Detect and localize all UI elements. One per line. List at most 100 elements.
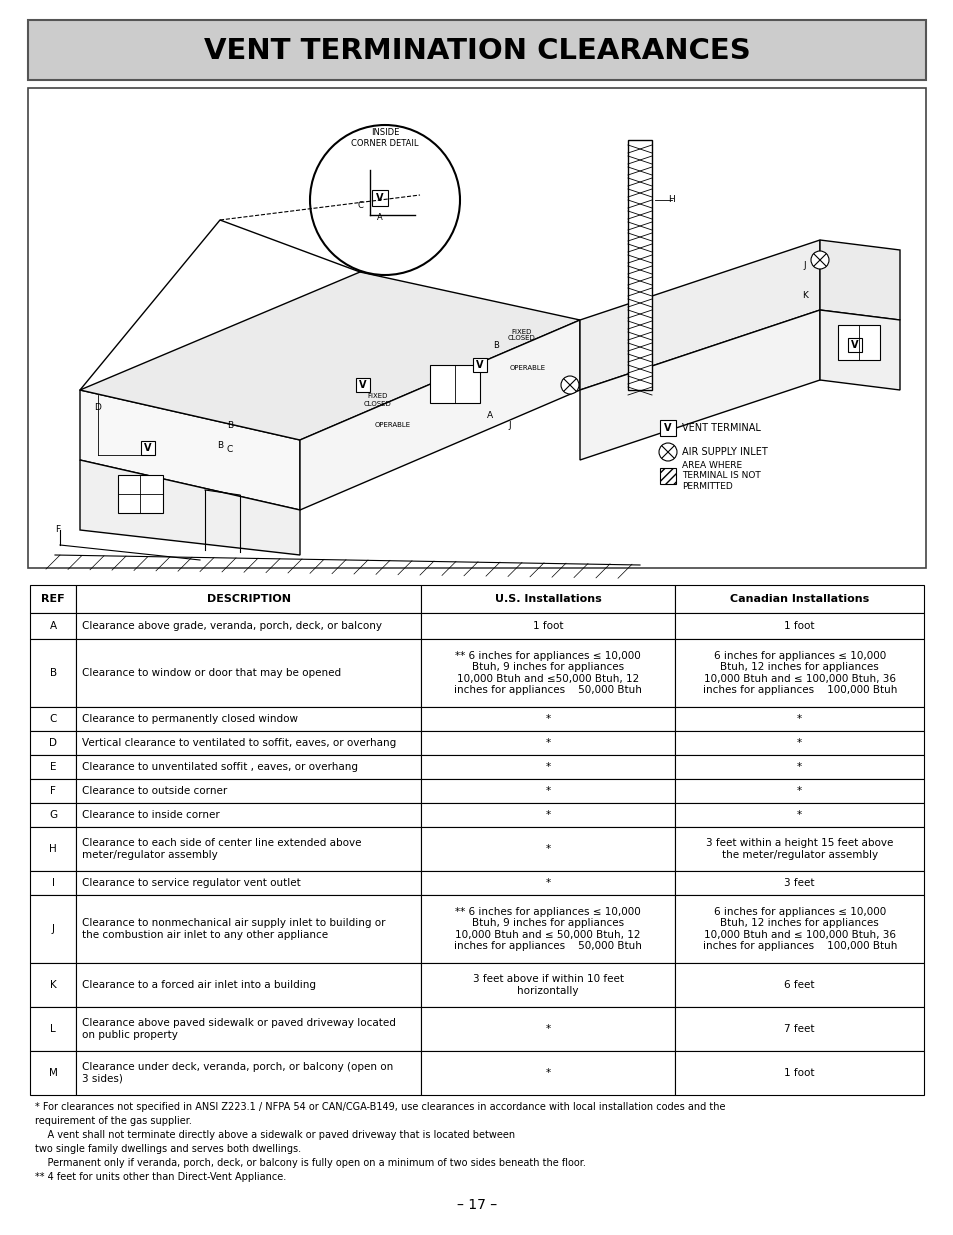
Bar (30, 585, 76, 613)
Text: 3 feet above if within 10 feet
horizontally: 3 feet above if within 10 feet horizonta… (472, 974, 623, 995)
Text: C: C (356, 200, 362, 210)
Bar (847, 338, 862, 352)
Polygon shape (820, 310, 899, 390)
Text: H: H (50, 844, 57, 853)
Polygon shape (299, 320, 579, 510)
Text: F: F (55, 526, 60, 535)
Text: U.S. Installations: U.S. Installations (495, 594, 600, 604)
Bar (76, 871, 420, 895)
Circle shape (810, 251, 828, 269)
Text: F: F (51, 785, 56, 797)
Text: Clearance to unventilated soffit , eaves, or overhang: Clearance to unventilated soffit , eaves… (82, 762, 358, 772)
Text: Clearance to nonmechanical air supply inlet to building or
the combustion air in: Clearance to nonmechanical air supply in… (82, 918, 386, 940)
Bar (420, 871, 675, 895)
Text: V: V (375, 193, 383, 203)
Text: Clearance above grade, veranda, porch, deck, or balcony: Clearance above grade, veranda, porch, d… (82, 621, 382, 631)
Polygon shape (579, 240, 820, 390)
Text: *: * (797, 739, 801, 748)
Bar (420, 585, 675, 613)
Polygon shape (80, 272, 579, 440)
Bar (76, 585, 420, 613)
Bar (28, 20, 925, 80)
Bar (76, 706, 420, 731)
Text: two single family dwellings and serves both dwellings.: two single family dwellings and serves b… (35, 1144, 301, 1153)
Text: *: * (545, 714, 550, 724)
Text: V: V (476, 359, 483, 370)
Polygon shape (80, 459, 299, 555)
Text: *: * (797, 714, 801, 724)
Bar (76, 1007, 420, 1051)
Bar (659, 468, 676, 484)
Bar (30, 895, 76, 963)
Text: Canadian Installations: Canadian Installations (729, 594, 868, 604)
Text: 6 inches for appliances ≤ 10,000
Btuh, 12 inches for appliances
10,000 Btuh and : 6 inches for appliances ≤ 10,000 Btuh, 1… (701, 651, 896, 695)
Text: ** 4 feet for units other than Direct-Vent Appliance.: ** 4 feet for units other than Direct-Ve… (35, 1172, 286, 1182)
Text: 3 feet: 3 feet (783, 878, 814, 888)
Bar (141, 441, 154, 454)
Text: AREA WHERE
TERMINAL IS NOT
PERMITTED: AREA WHERE TERMINAL IS NOT PERMITTED (681, 461, 760, 490)
Text: A: A (376, 214, 382, 222)
Bar (30, 1051, 76, 1095)
Text: Clearance to inside corner: Clearance to inside corner (82, 810, 220, 820)
Text: AIR SUPPLY INLET: AIR SUPPLY INLET (681, 447, 767, 457)
Text: V: V (359, 380, 366, 390)
Text: K: K (50, 981, 56, 990)
Text: Clearance above paved sidewalk or paved driveway located
on public property: Clearance above paved sidewalk or paved … (82, 1018, 395, 1040)
Text: 6 inches for appliances ≤ 10,000
Btuh, 12 inches for appliances
10,000 Btuh and : 6 inches for appliances ≤ 10,000 Btuh, 1… (701, 906, 896, 951)
Bar (675, 779, 923, 803)
Bar (420, 1051, 675, 1095)
Text: V: V (850, 340, 858, 350)
Text: *: * (545, 844, 550, 853)
Text: FIXED
CLOSED: FIXED CLOSED (364, 394, 392, 406)
Polygon shape (820, 240, 899, 320)
Bar (837, 325, 879, 359)
Bar (675, 827, 923, 871)
Bar (28, 88, 925, 568)
Bar (30, 1007, 76, 1051)
Bar (30, 755, 76, 779)
Bar (76, 827, 420, 871)
Bar (420, 803, 675, 827)
Text: Clearance to service regulator vent outlet: Clearance to service regulator vent outl… (82, 878, 301, 888)
Bar (30, 613, 76, 638)
Bar (675, 755, 923, 779)
Text: Clearance to outside corner: Clearance to outside corner (82, 785, 228, 797)
Bar (76, 895, 420, 963)
Text: Vertical clearance to ventilated to soffit, eaves, or overhang: Vertical clearance to ventilated to soff… (82, 739, 396, 748)
Bar (675, 706, 923, 731)
Bar (30, 803, 76, 827)
Text: 1 foot: 1 foot (533, 621, 562, 631)
Bar (627, 140, 651, 390)
Bar (118, 475, 163, 513)
Text: B: B (227, 420, 233, 430)
Text: D: D (94, 404, 101, 412)
Text: A: A (486, 410, 493, 420)
Bar (76, 803, 420, 827)
Text: 3 feet within a height 15 feet above
the meter/regulator assembly: 3 feet within a height 15 feet above the… (705, 839, 893, 860)
Text: REF: REF (41, 594, 65, 604)
Text: C: C (227, 446, 233, 454)
Text: Clearance to permanently closed window: Clearance to permanently closed window (82, 714, 298, 724)
Bar (76, 779, 420, 803)
Text: I: I (51, 878, 54, 888)
Text: DESCRIPTION: DESCRIPTION (207, 594, 291, 604)
Text: V: V (144, 443, 152, 453)
Circle shape (560, 375, 578, 394)
Text: 1 foot: 1 foot (783, 1068, 814, 1078)
Text: *: * (545, 785, 550, 797)
Text: VENT TERMINATION CLEARANCES: VENT TERMINATION CLEARANCES (203, 37, 750, 65)
Bar (420, 895, 675, 963)
Text: B: B (493, 341, 498, 350)
Text: L: L (51, 1024, 56, 1034)
Text: Clearance to window or door that may be opened: Clearance to window or door that may be … (82, 668, 341, 678)
Text: E: E (50, 762, 56, 772)
Bar (76, 963, 420, 1007)
Bar (30, 638, 76, 706)
Bar (76, 731, 420, 755)
Text: *: * (797, 810, 801, 820)
Text: *: * (545, 810, 550, 820)
Text: J: J (802, 261, 805, 269)
Text: *: * (545, 878, 550, 888)
Polygon shape (80, 390, 299, 510)
Text: Clearance under deck, veranda, porch, or balcony (open on
3 sides): Clearance under deck, veranda, porch, or… (82, 1062, 394, 1084)
